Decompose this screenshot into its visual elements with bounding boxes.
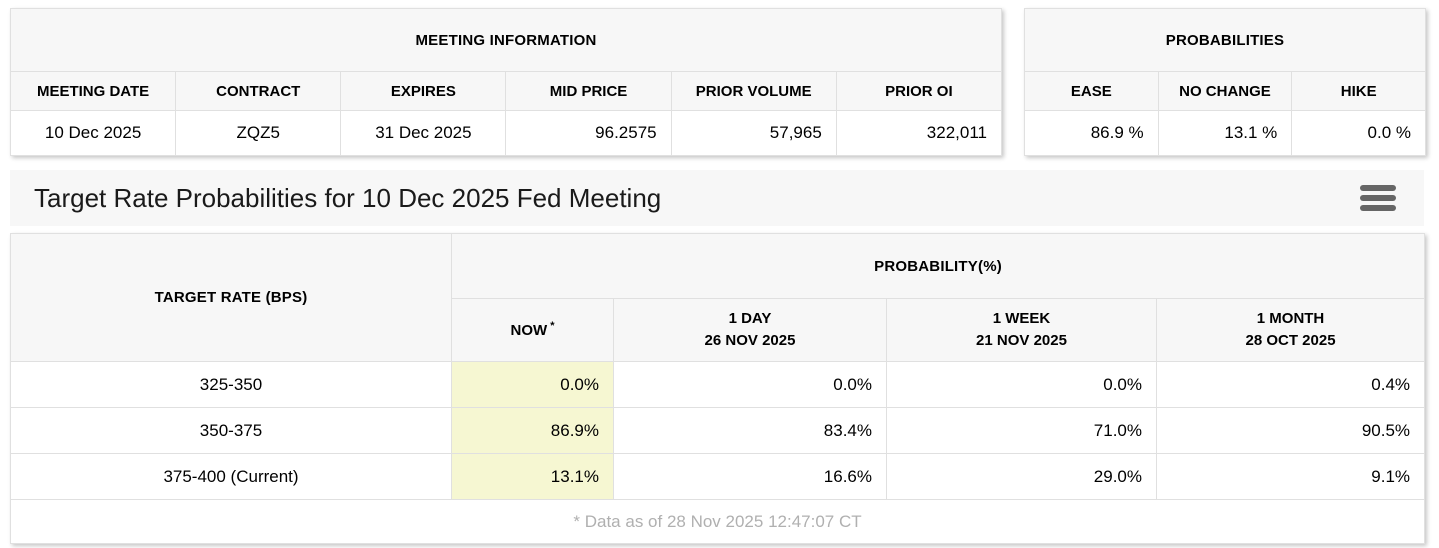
- one-day-probability-cell: 83.4%: [613, 407, 887, 454]
- one-week-probability-cell: 29.0%: [886, 453, 1157, 500]
- probabilities-table: PROBABILITIES EASE NO CHANGE HIKE 86.9 %…: [1024, 8, 1426, 156]
- one-week-date: 21 NOV 2025: [976, 332, 1067, 349]
- col-header-contract: CONTRACT: [175, 71, 342, 111]
- one-week-probability-cell: 71.0%: [886, 407, 1157, 454]
- hike-value: 0.0 %: [1291, 110, 1426, 156]
- meeting-information-header: MEETING INFORMATION: [10, 8, 1002, 72]
- one-month-probability-cell: 0.4%: [1155, 361, 1426, 408]
- prior-volume-value: 57,965: [670, 110, 837, 156]
- now-asterisk: *: [550, 319, 555, 332]
- no-change-value: 13.1 %: [1157, 110, 1293, 156]
- now-label: NOW: [510, 321, 548, 339]
- contract-value: ZQZ5: [175, 110, 342, 156]
- expires-value: 31 Dec 2025: [340, 110, 507, 156]
- col-header-no-change: NO CHANGE: [1157, 71, 1293, 111]
- one-day-date: 26 NOV 2025: [704, 332, 796, 349]
- col-header-1-day: 1 DAY 26 NOV 2025: [613, 298, 887, 362]
- one-day-probability-cell: 0.0%: [613, 361, 887, 408]
- ease-value: 86.9 %: [1024, 110, 1159, 156]
- one-month-probability-cell: 90.5%: [1155, 407, 1426, 454]
- now-probability-cell: 13.1%: [451, 453, 614, 500]
- now-probability-cell: 0.0%: [451, 361, 614, 408]
- probability-percent-header: PROBABILITY(%): [450, 233, 1426, 299]
- one-month-label: 1 MONTH: [1256, 310, 1325, 328]
- table-row: 375-400 (Current) 13.1% 16.6% 29.0% 9.1%: [10, 453, 1426, 500]
- data-as-of-footnote: * Data as of 28 Nov 2025 12:47:07 CT: [9, 499, 1426, 544]
- now-probability-cell: 86.9%: [451, 407, 614, 454]
- mid-price-value: 96.2575: [505, 110, 672, 156]
- col-header-1-week: 1 WEEK 21 NOV 2025: [886, 298, 1157, 362]
- target-rate-probabilities-table: TARGET RATE (BPS) PROBABILITY(%) NOW * 1 …: [9, 233, 1426, 544]
- probabilities-header: PROBABILITIES: [1024, 8, 1426, 72]
- one-day-probability-cell: 16.6%: [613, 453, 887, 500]
- one-week-probability-cell: 0.0%: [886, 361, 1157, 408]
- footnote-row: * Data as of 28 Nov 2025 12:47:07 CT: [9, 499, 1426, 544]
- target-rate-bps-header: TARGET RATE (BPS): [10, 233, 452, 362]
- one-day-label: 1 DAY: [728, 310, 772, 328]
- col-header-ease: EASE: [1024, 71, 1159, 111]
- col-header-now: NOW *: [451, 298, 614, 362]
- page-title: Target Rate Probabilities for 10 Dec 202…: [34, 182, 662, 213]
- target-rate-cell: 375-400 (Current): [10, 453, 452, 500]
- col-header-meeting-date: MEETING DATE: [9, 71, 177, 111]
- prior-oi-value: 322,011: [835, 110, 1003, 156]
- target-rate-cell: 325-350: [10, 361, 452, 408]
- col-header-prior-volume: PRIOR VOLUME: [670, 71, 837, 111]
- meeting-information-table: MEETING INFORMATION MEETING DATE CONTRAC…: [9, 8, 1003, 156]
- chart-menu-button[interactable]: [1360, 183, 1398, 213]
- table-row: 325-350 0.0% 0.0% 0.0% 0.4%: [10, 361, 1426, 408]
- meeting-date-value: 10 Dec 2025: [9, 110, 177, 156]
- col-header-1-month: 1 MONTH 28 OCT 2025: [1155, 298, 1426, 362]
- probabilities-row: 86.9 % 13.1 % 0.0 %: [1024, 110, 1426, 156]
- summary-tables-row: MEETING INFORMATION MEETING DATE CONTRAC…: [9, 8, 1439, 156]
- meeting-information-row: 10 Dec 2025 ZQZ5 31 Dec 2025 96.2575 57,…: [9, 110, 1003, 156]
- one-week-label: 1 WEEK: [992, 310, 1051, 328]
- col-header-hike: HIKE: [1291, 71, 1426, 111]
- one-month-probability-cell: 9.1%: [1155, 453, 1426, 500]
- table-row: 350-375 86.9% 83.4% 71.0% 90.5%: [10, 407, 1426, 454]
- col-header-prior-oi: PRIOR OI: [835, 71, 1003, 111]
- one-month-date: 28 OCT 2025: [1245, 332, 1336, 349]
- target-rate-cell: 350-375: [10, 407, 452, 454]
- col-header-mid-price: MID PRICE: [505, 71, 672, 111]
- section-title-bar: Target Rate Probabilities for 10 Dec 202…: [10, 170, 1424, 226]
- col-header-expires: EXPIRES: [340, 71, 507, 111]
